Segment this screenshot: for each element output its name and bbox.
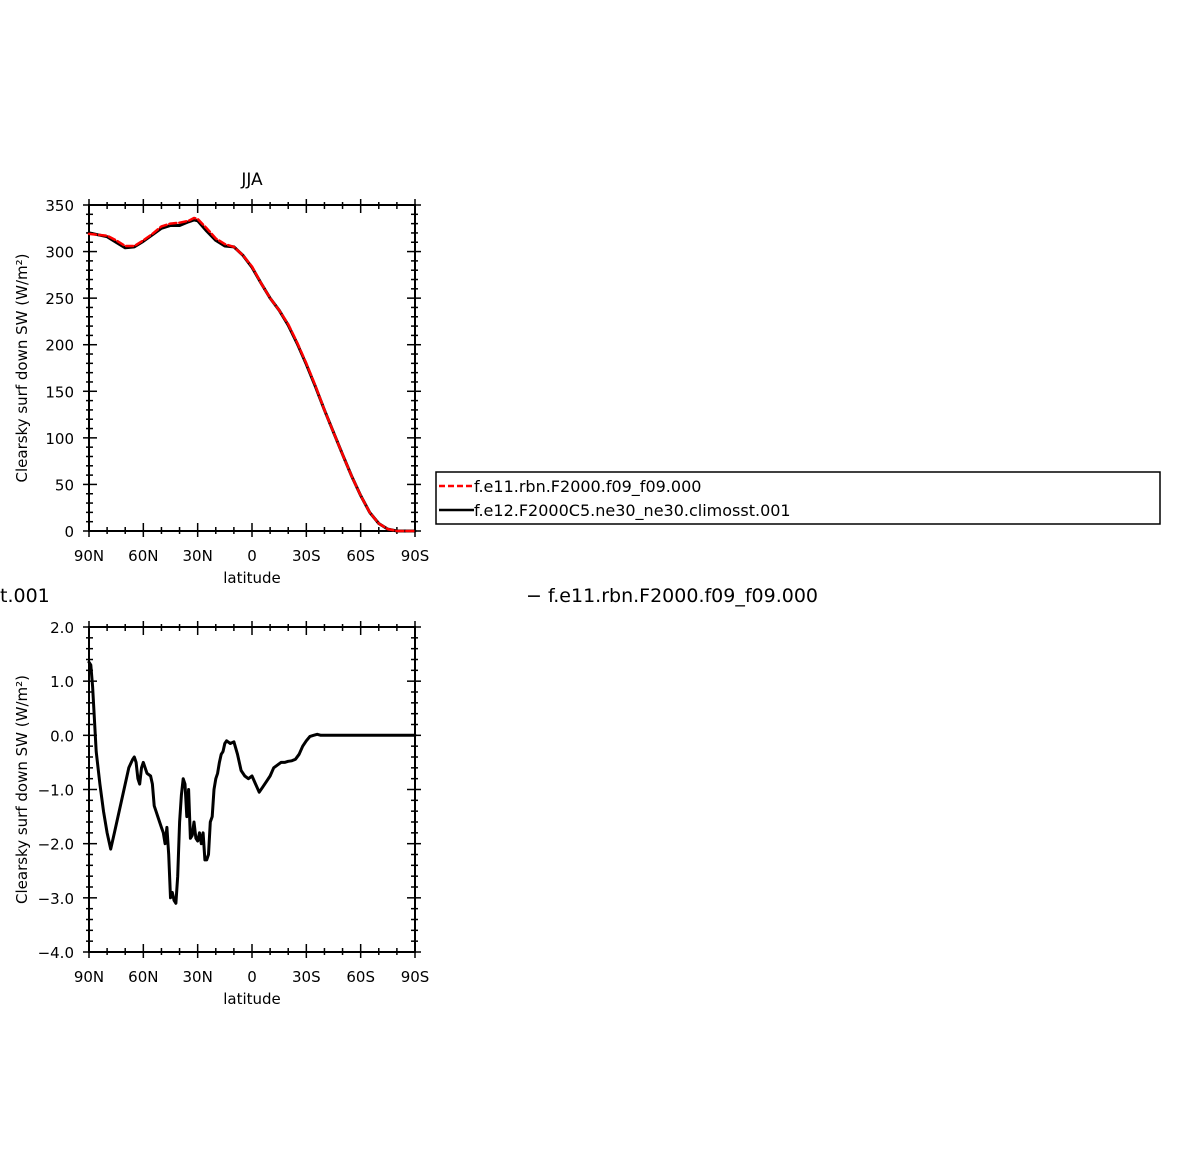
y-tick-label: 100 bbox=[45, 430, 74, 448]
y-axis-label: Clearsky surf down SW (W/m²) bbox=[13, 254, 31, 483]
x-tick-label: 90S bbox=[401, 968, 430, 986]
difference-title-right: − f.e11.rbn.F2000.f09_f09.000 bbox=[526, 585, 819, 607]
y-tick-label: 0.0 bbox=[50, 727, 74, 745]
y-tick-label: −4.0 bbox=[38, 944, 74, 962]
x-tick-label: 30S bbox=[292, 968, 321, 986]
x-tick-label: 90S bbox=[401, 547, 430, 565]
y-tick-label: −1.0 bbox=[38, 782, 74, 800]
y-tick-label: 1.0 bbox=[50, 673, 74, 691]
legend-box bbox=[435, 471, 1161, 525]
legend: f.e11.rbn.F2000.f09_f09.000 f.e12.F2000C5… bbox=[435, 471, 1161, 525]
y-tick-label: 300 bbox=[45, 244, 74, 262]
x-tick-label: 60N bbox=[128, 968, 158, 986]
x-tick-label: 0 bbox=[247, 547, 257, 565]
y-tick-label: 2.0 bbox=[50, 619, 74, 637]
top-panel-jja: JJA 90N 60N 30N 0 30S 60S 90S 0 50 100 150 200 250 300… bbox=[13, 170, 429, 587]
y-tick-label: −3.0 bbox=[38, 890, 74, 908]
x-tick-label: 60N bbox=[128, 547, 158, 565]
series-line-dashed bbox=[87, 216, 417, 533]
y-tick-label: −2.0 bbox=[38, 836, 74, 854]
x-tick-label: 30N bbox=[183, 547, 213, 565]
legend-label: f.e12.F2000C5.ne30_ne30.climosst.001 bbox=[474, 501, 791, 521]
y-tick-label: 350 bbox=[45, 197, 74, 215]
x-tick-label: 30S bbox=[292, 547, 321, 565]
x-tick-label: 90N bbox=[74, 968, 104, 986]
chart-title: JJA bbox=[240, 170, 263, 190]
x-tick-label: 0 bbox=[247, 968, 257, 986]
y-tick-label: 150 bbox=[45, 383, 74, 401]
plot-frame bbox=[88, 204, 416, 532]
x-tick-label: 90N bbox=[74, 547, 104, 565]
x-tick-label: 60S bbox=[346, 547, 375, 565]
legend-label: f.e11.rbn.F2000.f09_f09.000 bbox=[474, 477, 701, 497]
y-tick-label: 50 bbox=[55, 476, 74, 494]
y-tick-label: 200 bbox=[45, 337, 74, 355]
x-tick-label: 60S bbox=[346, 968, 375, 986]
bottom-panel-difference: 90N 60N 30N 0 30S 60S 90S 2.0 1.0 0.0 −1.0 −2.0 −3.0… bbox=[13, 619, 429, 1008]
x-axis-label: latitude bbox=[223, 569, 281, 587]
series-line bbox=[87, 660, 417, 905]
x-axis-label: latitude bbox=[223, 990, 281, 1008]
y-axis-label: Clearsky surf down SW (W/m²) bbox=[13, 675, 31, 904]
x-tick-label: 30N bbox=[183, 968, 213, 986]
y-tick-label: 0 bbox=[64, 523, 74, 541]
y-tick-label: 250 bbox=[45, 290, 74, 308]
plot-frame bbox=[88, 626, 416, 953]
difference-title-left: t.001 bbox=[0, 585, 50, 607]
